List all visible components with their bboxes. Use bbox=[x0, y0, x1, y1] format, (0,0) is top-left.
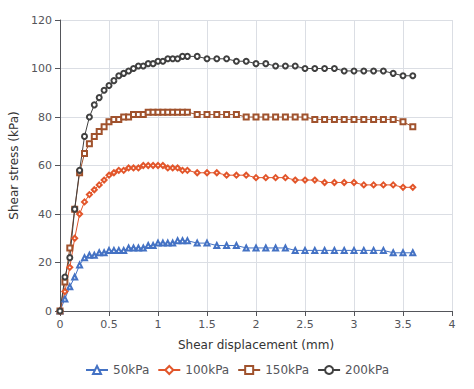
svg-text:Shear displacement (mm): Shear displacement (mm) bbox=[178, 338, 334, 352]
svg-text:0: 0 bbox=[57, 318, 64, 331]
svg-text:120: 120 bbox=[31, 14, 52, 27]
svg-text:200kPa: 200kPa bbox=[345, 363, 389, 377]
svg-text:100: 100 bbox=[31, 62, 52, 75]
svg-text:2.5: 2.5 bbox=[296, 318, 314, 331]
svg-text:3: 3 bbox=[351, 318, 358, 331]
svg-text:4: 4 bbox=[449, 318, 456, 331]
svg-text:40: 40 bbox=[38, 208, 52, 221]
svg-text:0.5: 0.5 bbox=[100, 318, 118, 331]
svg-text:20: 20 bbox=[38, 256, 52, 269]
svg-text:0: 0 bbox=[45, 305, 52, 318]
svg-text:1.5: 1.5 bbox=[198, 318, 216, 331]
svg-text:50kPa: 50kPa bbox=[113, 363, 149, 377]
svg-text:150kPa: 150kPa bbox=[265, 363, 309, 377]
svg-text:80: 80 bbox=[38, 111, 52, 124]
svg-text:1: 1 bbox=[155, 318, 162, 331]
svg-text:60: 60 bbox=[38, 159, 52, 172]
svg-text:3.5: 3.5 bbox=[394, 318, 412, 331]
svg-text:2: 2 bbox=[253, 318, 260, 331]
svg-text:Shear stress (kPa): Shear stress (kPa) bbox=[7, 111, 21, 219]
svg-text:100kPa: 100kPa bbox=[185, 363, 229, 377]
